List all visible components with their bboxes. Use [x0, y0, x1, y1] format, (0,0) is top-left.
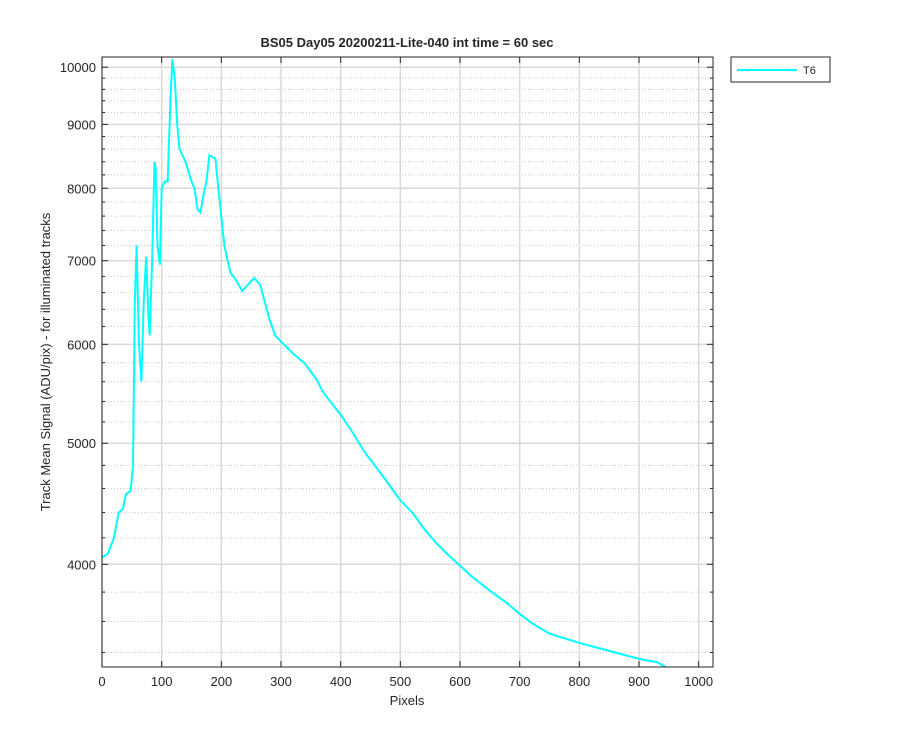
x-axis-label: Pixels: [390, 693, 425, 708]
ticks: 4000 5000 6000 7000 8000 9000 10000 0 100 200 300 4…: [60, 57, 713, 689]
y-tick-label: 5000: [67, 436, 96, 451]
legend-label: T6: [803, 65, 816, 77]
x-tick-label: 100: [151, 674, 173, 689]
y-tick-label: 8000: [67, 181, 96, 196]
series-group: [102, 59, 668, 667]
y-tick-label: 4000: [67, 557, 96, 572]
x-tick-label: 0: [98, 674, 105, 689]
y-tick-label: 10000: [60, 60, 96, 75]
series-line: [102, 59, 668, 667]
plot-border: [101, 56, 714, 668]
x-tick-label: 800: [568, 674, 590, 689]
y-tick-label: 7000: [67, 254, 96, 269]
plot-area: [102, 57, 713, 667]
y-tick-label: 9000: [67, 117, 96, 132]
x-tick-label: 400: [330, 674, 352, 689]
x-tick-label: 300: [270, 674, 292, 689]
chart-title: BS05 Day05 20200211-Lite-040 int time = …: [260, 35, 553, 50]
x-tick-label: 200: [210, 674, 232, 689]
legend: T6: [730, 56, 831, 83]
x-tick-label: 900: [628, 674, 650, 689]
y-tick-label: 6000: [67, 337, 96, 352]
x-tick-label: 700: [509, 674, 531, 689]
x-tick-label: 500: [389, 674, 411, 689]
x-tick-label: 600: [449, 674, 471, 689]
y-axis-label: Track Mean Signal (ADU/pix) - for illumi…: [38, 212, 53, 511]
x-tick-label: 1000: [684, 674, 713, 689]
